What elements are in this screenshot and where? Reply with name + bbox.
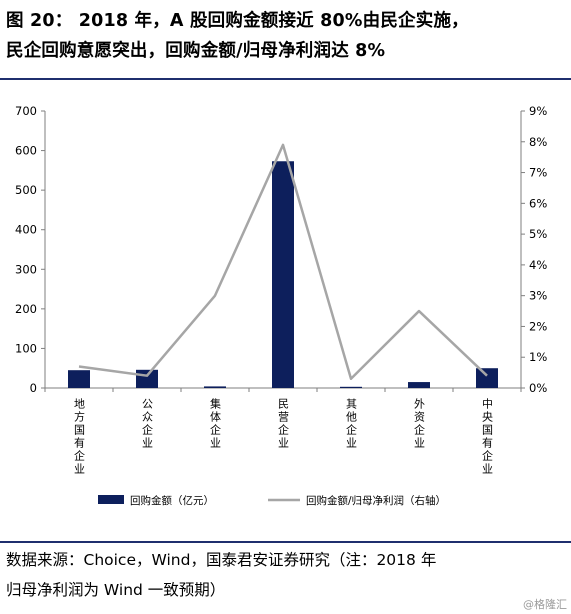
left-tick-label: 500 <box>15 183 37 197</box>
figure-title: 图 20： 2018 年，A 股回购金额接近 80%由民企实施， 民企回购意愿突… <box>6 6 566 66</box>
category-label: 外资企业 <box>413 398 426 450</box>
bar <box>476 368 498 388</box>
source-note: 数据来源：Choice，Wind，国泰君安证券研究（注：2018 年 归母净利润… <box>6 545 566 605</box>
bar <box>272 161 294 388</box>
right-tick-label: 9% <box>529 104 547 118</box>
bar <box>408 382 430 388</box>
figure-title-line1: 图 20： 2018 年，A 股回购金额接近 80%由民企实施， <box>6 11 469 31</box>
category-label: 其他企业 <box>345 398 358 450</box>
right-tick-label: 7% <box>529 166 547 180</box>
right-tick-label: 0% <box>529 381 547 395</box>
category-labels: 地方国有企业 公众企业 集体企业 民营企业 其他企业 外资企业 中央国有企业 <box>73 397 494 476</box>
right-tick-label: 3% <box>529 289 547 303</box>
left-tick-label: 600 <box>15 144 37 158</box>
legend-swatch-bar <box>98 495 124 504</box>
right-tick-label: 6% <box>529 196 547 210</box>
right-tick-label: 8% <box>529 135 547 149</box>
watermark: @格隆汇 <box>523 598 567 611</box>
category-label: 地方国有企业 <box>73 398 86 476</box>
left-tick-label: 200 <box>15 302 37 316</box>
figure-title-line2: 民企回购意愿突出，回购金额/归母净利润达 8% <box>6 41 386 61</box>
source-line2: 归母净利润为 Wind 一致预期） <box>6 581 226 599</box>
bar-series <box>68 161 498 388</box>
chart: 0 100 200 300 400 500 600 700 0% 1% 2% 3% 4% 5% 6% 7% 8%… <box>15 104 547 507</box>
title-rule <box>0 78 571 80</box>
line-series <box>78 143 488 381</box>
bar <box>68 370 90 388</box>
left-tick-label: 700 <box>15 104 37 118</box>
category-label: 公众企业 <box>141 398 154 450</box>
legend-label-line: 回购金额/归母净利润（右轴） <box>306 494 446 507</box>
source-line1: 数据来源：Choice，Wind，国泰君安证券研究（注：2018 年 <box>6 551 437 569</box>
bar <box>204 386 226 388</box>
right-tick-label: 2% <box>529 319 547 333</box>
category-label: 集体企业 <box>209 397 222 450</box>
source-rule <box>0 541 571 543</box>
bar <box>136 369 158 388</box>
left-tick-label: 400 <box>15 223 37 237</box>
legend-label-bar: 回购金额（亿元） <box>130 494 214 507</box>
category-label: 中央国有企业 <box>481 398 494 476</box>
category-label: 民营企业 <box>277 398 290 450</box>
chart-axes: 0 100 200 300 400 500 600 700 0% 1% 2% 3% 4% 5% 6% 7% 8%… <box>15 104 547 395</box>
right-tick-label: 1% <box>529 350 547 364</box>
left-tick-label: 0 <box>30 381 37 395</box>
left-tick-label: 100 <box>15 341 37 355</box>
right-tick-label: 5% <box>529 227 547 241</box>
chart-legend: 回购金额（亿元） 回购金额/归母净利润（右轴） <box>98 494 446 507</box>
right-tick-label: 4% <box>529 258 547 272</box>
bar <box>340 386 362 388</box>
left-tick-label: 300 <box>15 262 37 276</box>
